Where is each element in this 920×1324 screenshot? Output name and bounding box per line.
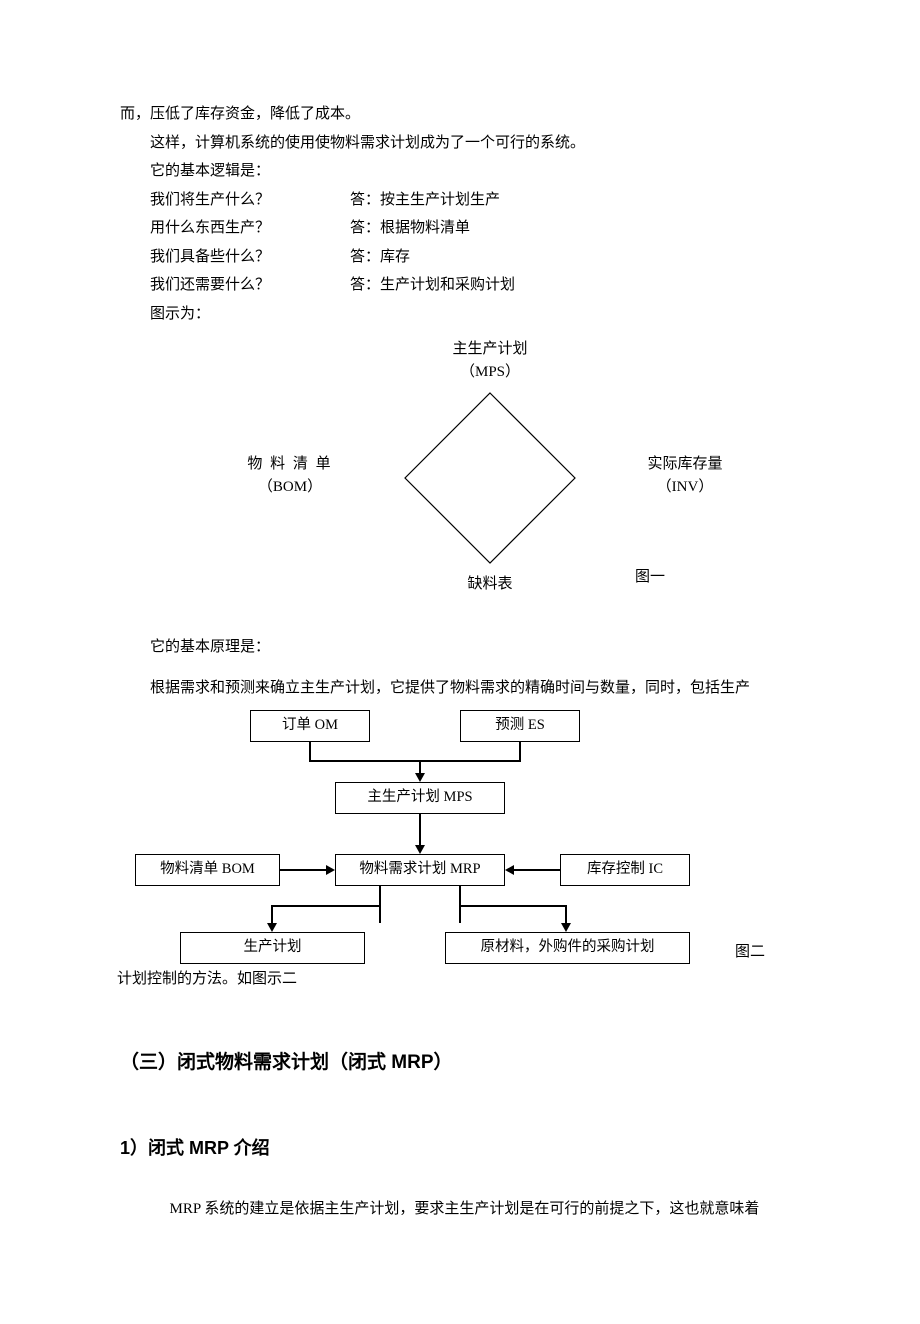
label-line: 主生产计划	[420, 338, 560, 361]
label-line: （MPS）	[420, 361, 560, 384]
diagram-mrp-diamond: 主生产计划 （MPS） 物 料 清 单 （BOM） 实际库存量 （INV） 缺料…	[120, 338, 810, 608]
edge	[271, 905, 381, 907]
qa-question: 我们将生产什么？	[150, 186, 350, 215]
arrow-head	[415, 773, 425, 782]
edge	[271, 905, 273, 923]
qa-question: 我们还需要什么？	[150, 271, 350, 300]
diagram2-tail: 计划控制的方法。如图示二	[117, 965, 297, 994]
edge	[419, 760, 421, 774]
edge	[420, 760, 521, 762]
diamond-top-label: 主生产计划 （MPS）	[420, 338, 560, 383]
intro-line2: 这样，计算机系统的使用使物料需求计划成为了一个可行的系统。	[120, 129, 810, 158]
closing-para: MRP 系统的建立是依据主生产计划，要求主生产计划是在可行的前提之下，这也就意味…	[120, 1195, 810, 1224]
qa-row: 用什么东西生产？ 答：根据物料清单	[120, 214, 810, 243]
edge	[419, 814, 421, 845]
heading-subsection-1: 1）闭式 MRP 介绍	[120, 1131, 810, 1165]
node-pur: 原材料，外购件的采购计划	[445, 932, 690, 964]
diagram-mrp-flowchart: 订单 OM 预测 ES 主生产计划 MPS 物料清单 BOM 物料需求计划 MR…	[120, 710, 810, 990]
node-om: 订单 OM	[250, 710, 370, 742]
qa-row: 我们将生产什么？ 答：按主生产计划生产	[120, 186, 810, 215]
diagram1-caption: 图一	[610, 566, 690, 589]
page: 而，压低了库存资金，降低了成本。 这样，计算机系统的使用使物料需求计划成为了一个…	[0, 0, 920, 1324]
qa-answer: 答：根据物料清单	[350, 214, 470, 243]
qa-row: 我们具备些什么？ 答：库存	[120, 243, 810, 272]
edge	[309, 760, 420, 762]
edge	[519, 742, 521, 760]
node-ic: 库存控制 IC	[560, 854, 690, 886]
arrow-head	[326, 865, 335, 875]
arrow-head	[267, 923, 277, 932]
node-mps: 主生产计划 MPS	[335, 782, 505, 814]
node-mrp: 物料需求计划 MRP	[335, 854, 505, 886]
edge	[280, 869, 326, 871]
qa-question: 我们具备些什么？	[150, 243, 350, 272]
qa-row: 我们还需要什么？ 答：生产计划和采购计划	[120, 271, 810, 300]
qa-question: 用什么东西生产？	[150, 214, 350, 243]
arrow-head	[505, 865, 514, 875]
heading-section-3: （三）闭式物料需求计划（闭式 MRP）	[120, 1045, 810, 1081]
edge	[565, 905, 567, 923]
node-bom: 物料清单 BOM	[135, 854, 280, 886]
edge	[459, 905, 567, 907]
qa-answer: 答：按主生产计划生产	[350, 186, 500, 215]
qa-answer: 答：库存	[350, 243, 410, 272]
edge	[514, 869, 560, 871]
label-line: 实际库存量	[615, 453, 755, 476]
principle-line2: 根据需求和预测来确立主生产计划，它提供了物料需求的精确时间与数量，同时，包括生产	[120, 674, 810, 703]
label-line: （INV）	[615, 476, 755, 499]
label-line: 物 料 清 单	[220, 453, 360, 476]
arrow-head	[415, 845, 425, 854]
intro-line3: 它的基本逻辑是：	[120, 157, 810, 186]
intro-line1: 而，压低了库存资金，降低了成本。	[120, 100, 810, 129]
qa-answer: 答：生产计划和采购计划	[350, 271, 515, 300]
diamond-shape	[400, 388, 580, 568]
principle-line1: 它的基本原理是：	[120, 633, 810, 662]
node-pp: 生产计划	[180, 932, 365, 964]
node-es: 预测 ES	[460, 710, 580, 742]
diagram2-caption: 图二	[735, 938, 765, 967]
edge	[309, 742, 311, 760]
diamond-left-label: 物 料 清 单 （BOM）	[220, 453, 360, 498]
label-line: （BOM）	[220, 476, 360, 499]
diamond-bottom-label: 缺料表	[420, 573, 560, 596]
diamond-right-label: 实际库存量 （INV）	[615, 453, 755, 498]
arrow-head	[561, 923, 571, 932]
intro-line4: 图示为：	[120, 300, 810, 329]
